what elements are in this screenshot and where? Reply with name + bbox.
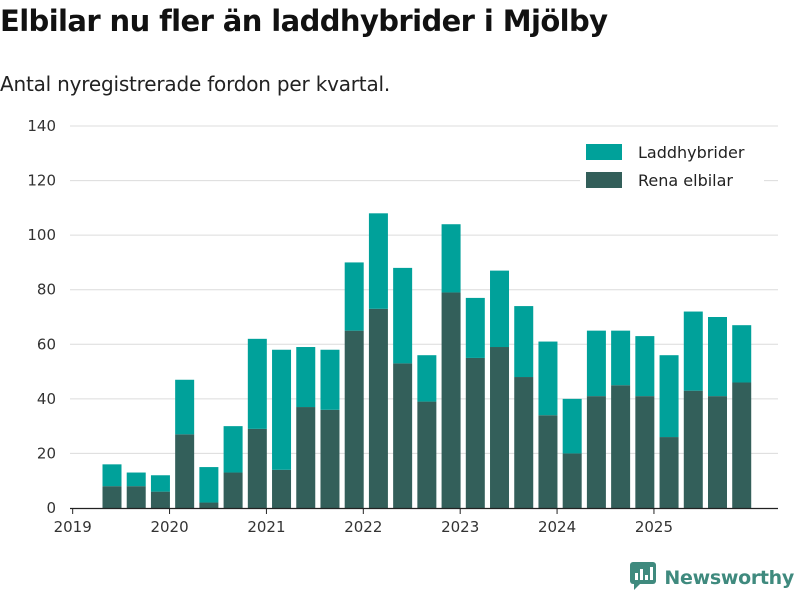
bar-rena-elbilar-6 xyxy=(247,428,267,508)
chart-title: Elbilar nu fler än laddhybrider i Mjölby xyxy=(0,4,608,38)
newsworthy-logo-icon xyxy=(630,562,657,594)
bar-laddhybrider-4 xyxy=(199,467,219,503)
brand-name: Newsworthy xyxy=(664,567,794,589)
x-tick-label: 2023 xyxy=(441,518,479,536)
bar-rena-elbilar-1 xyxy=(126,486,146,508)
legend-label: Laddhybrider xyxy=(638,143,745,162)
bar-laddhybrider-22 xyxy=(635,336,655,397)
y-tick-label: 80 xyxy=(37,281,56,299)
bar-laddhybrider-17 xyxy=(514,306,534,378)
legend-swatch-1 xyxy=(586,172,622,188)
axes: 0 20 40 60 80 100 120 140 2019 2020 2021 2022 2023 20… xyxy=(27,117,778,536)
bar-rena-elbilar-21 xyxy=(611,385,631,508)
bar-rena-elbilar-9 xyxy=(320,409,340,508)
bar-rena-elbilar-8 xyxy=(296,407,316,508)
bar-laddhybrider-15 xyxy=(465,297,485,358)
bar-rena-elbilar-23 xyxy=(659,437,679,508)
bar-laddhybrider-13 xyxy=(417,355,437,402)
x-tick-label: 2020 xyxy=(150,518,188,536)
bar-laddhybrider-24 xyxy=(683,311,703,391)
bar-rena-elbilar-13 xyxy=(417,401,437,508)
bar-rena-elbilar-15 xyxy=(465,357,485,508)
x-tick-label: 2025 xyxy=(635,518,673,536)
bar-rena-elbilar-18 xyxy=(538,415,558,508)
bar-rena-elbilar-3 xyxy=(175,434,195,508)
bar-laddhybrider-6 xyxy=(247,338,267,429)
bar-rena-elbilar-16 xyxy=(490,347,510,508)
legend-swatch-0 xyxy=(586,144,622,160)
y-tick-label: 100 xyxy=(27,226,56,244)
y-tick-label: 0 xyxy=(46,499,56,517)
bar-rena-elbilar-24 xyxy=(683,390,703,508)
bar-rena-elbilar-26 xyxy=(732,382,752,508)
bar-laddhybrider-5 xyxy=(223,426,243,473)
legend: Laddhybrider Rena elbilar xyxy=(580,138,764,194)
bar-laddhybrider-0 xyxy=(102,464,122,487)
bar-rena-elbilar-2 xyxy=(150,491,170,508)
newsworthy-logo: Newsworthy xyxy=(630,562,794,594)
bar-laddhybrider-2 xyxy=(150,475,170,492)
bar-rena-elbilar-4 xyxy=(199,502,219,508)
y-tick-label: 40 xyxy=(37,390,56,408)
bar-rena-elbilar-5 xyxy=(223,472,243,508)
legend-label: Rena elbilar xyxy=(638,171,733,190)
bar-laddhybrider-26 xyxy=(732,325,752,383)
x-tick-label: 2021 xyxy=(247,518,285,536)
y-tick-label: 20 xyxy=(37,444,56,462)
bar-rena-elbilar-22 xyxy=(635,396,655,508)
y-tick-label: 60 xyxy=(37,335,56,353)
chart-subtitle: Antal nyregistrerade fordon per kvartal. xyxy=(0,72,391,96)
bar-rena-elbilar-19 xyxy=(562,453,582,508)
bar-laddhybrider-14 xyxy=(441,224,461,293)
y-tick-label: 120 xyxy=(27,172,56,190)
bar-laddhybrider-9 xyxy=(320,349,340,410)
bar-laddhybrider-23 xyxy=(659,355,679,438)
bar-laddhybrider-8 xyxy=(296,347,316,408)
bar-rena-elbilar-20 xyxy=(586,396,606,508)
bar-laddhybrider-21 xyxy=(611,330,631,386)
bar-rena-elbilar-11 xyxy=(368,308,388,508)
bar-rena-elbilar-12 xyxy=(393,363,413,508)
bar-laddhybrider-7 xyxy=(272,349,292,470)
bar-laddhybrider-16 xyxy=(490,270,510,348)
bar-laddhybrider-10 xyxy=(344,262,364,331)
bar-laddhybrider-12 xyxy=(393,267,413,364)
bar-rena-elbilar-14 xyxy=(441,292,461,508)
bar-laddhybrider-3 xyxy=(175,379,195,435)
bars xyxy=(102,213,752,508)
x-tick-label: 2019 xyxy=(54,518,92,536)
bar-rena-elbilar-17 xyxy=(514,377,534,508)
bar-laddhybrider-25 xyxy=(708,317,727,397)
bar-laddhybrider-18 xyxy=(538,341,558,416)
bar-rena-elbilar-10 xyxy=(344,330,364,508)
x-tick-label: 2024 xyxy=(538,518,576,536)
y-tick-label: 140 xyxy=(27,117,56,135)
bar-laddhybrider-19 xyxy=(562,398,582,454)
bar-laddhybrider-1 xyxy=(126,472,146,487)
x-tick-label: 2022 xyxy=(344,518,382,536)
bar-laddhybrider-11 xyxy=(368,213,388,309)
bar-rena-elbilar-0 xyxy=(102,486,122,508)
bar-rena-elbilar-7 xyxy=(272,469,292,508)
bar-laddhybrider-20 xyxy=(586,330,606,397)
bar-rena-elbilar-25 xyxy=(708,396,727,508)
